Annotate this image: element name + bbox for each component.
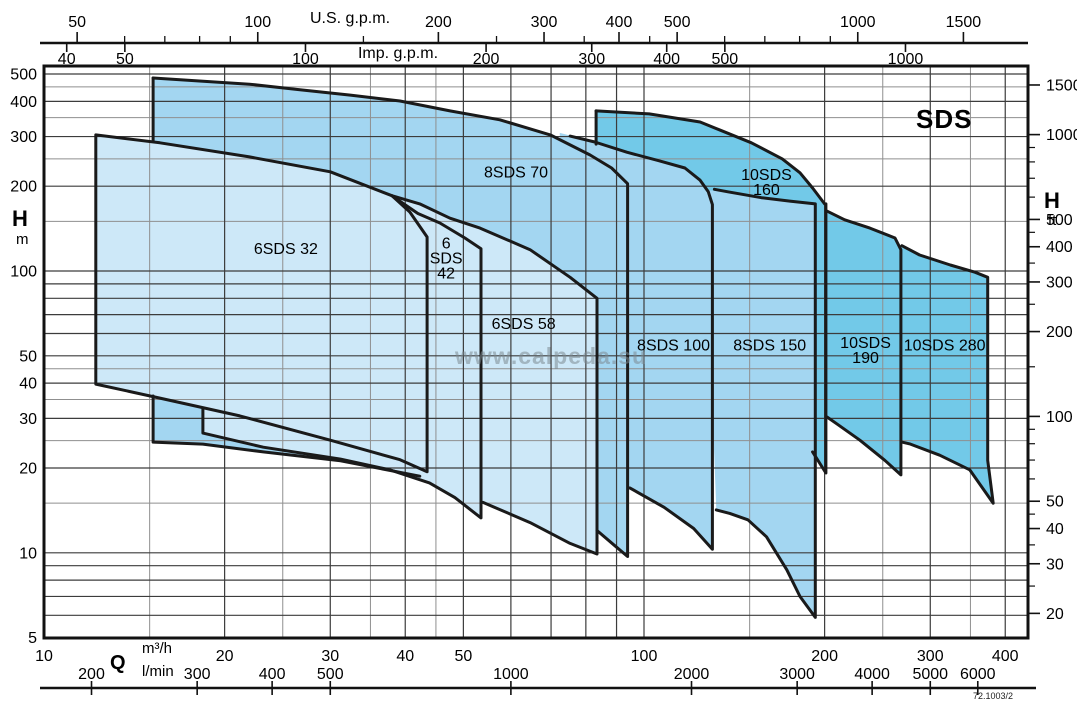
lmin-tick-3000: 3000 (779, 666, 815, 683)
drawing-code: 72.1003/2 (972, 691, 1013, 701)
region-labels: 10SDS 280 10SDS 190 10SDS 160 8SDS 150 8SDS 10… (254, 164, 986, 367)
left-m-tick-5: 5 (28, 630, 37, 647)
flow-axis-title: Q (110, 652, 126, 674)
right-ft-tick-30: 30 (1046, 556, 1064, 573)
left-m-tick-50: 50 (19, 348, 37, 365)
region-10sds190-fill (824, 209, 901, 475)
right-ft-tick-20: 20 (1046, 606, 1064, 623)
us-gpm-tick-100: 100 (244, 14, 271, 31)
imp-gpm-tick-400: 400 (653, 51, 680, 68)
left-m-tick-20: 20 (19, 460, 37, 477)
left-m-tick-400: 400 (10, 94, 37, 111)
axes: 50 100 200 300 400 500 1000 1500 40 50 100 200 300 40… (10, 14, 1077, 695)
lmin-tick-400: 400 (259, 666, 286, 683)
right-axis-title: H (1044, 188, 1060, 213)
left-m-tick-40: 40 (19, 376, 37, 393)
region-6sds42-label: 6 SDS 42 (430, 236, 463, 283)
left-axis-title: H (12, 206, 28, 231)
m3h-tick-50: 50 (454, 648, 472, 665)
lmin-tick-4000: 4000 (854, 666, 890, 683)
left-m-tick-200: 200 (10, 179, 37, 196)
region-8sds150-fill (704, 189, 816, 618)
us-gpm-tick-400: 400 (606, 14, 633, 31)
region-8sds70-label: 8SDS 70 (484, 164, 548, 181)
region-6sds42-outline-0 (201, 194, 483, 520)
imp-gpm-tick-40: 40 (58, 51, 76, 68)
region-6sds32-fill (95, 134, 428, 472)
lmin-tick-500: 500 (317, 666, 344, 683)
right-ft-tick-500: 500 (1046, 212, 1073, 229)
m3h-tick-100: 100 (631, 648, 658, 665)
region-10sds280-label: 10SDS 280 (904, 338, 986, 355)
left-m-tick-10: 10 (19, 545, 37, 562)
imp-gpm-tick-50: 50 (116, 51, 134, 68)
lmin-axis-title: l/min (142, 663, 174, 680)
region-fills (95, 78, 994, 618)
imp-gpm-tick-500: 500 (712, 51, 739, 68)
right-ft-tick-200: 200 (1046, 324, 1073, 341)
lmin-tick-2000: 2000 (674, 666, 710, 683)
us-gpm-tick-50: 50 (68, 14, 86, 31)
watermark: www.calpeda.su (455, 343, 648, 369)
region-10sds190-outline-0 (825, 209, 903, 477)
lmin-tick-200: 200 (78, 666, 105, 683)
region-6sds58-label: 6SDS 58 (492, 316, 556, 333)
left-m-tick-30: 30 (19, 411, 37, 428)
region-10sds160-outline-1 (594, 109, 828, 475)
lmin-tick-6000: 6000 (960, 666, 996, 683)
region-8sds70-outline-0 (151, 76, 630, 558)
imp-gpm-tick-1000: 1000 (888, 51, 924, 68)
left-axis-unit: m (16, 231, 29, 248)
m3h-tick-10: 10 (35, 648, 53, 665)
m3h-tick-300: 300 (917, 648, 944, 665)
left-m-tick-500: 500 (10, 67, 37, 84)
us-gpm-tick-1000: 1000 (840, 14, 876, 31)
right-ft-tick-50: 50 (1046, 494, 1064, 511)
region-6sds58-outline-0 (390, 194, 599, 556)
m3h-tick-30: 30 (321, 648, 339, 665)
region-6sds32-outline-0 (94, 133, 429, 474)
grid (44, 66, 1028, 638)
series-title: SDS (916, 104, 973, 134)
m3h-tick-40: 40 (396, 648, 414, 665)
left-m-tick-300: 300 (10, 129, 37, 146)
right-ft-tick-40: 40 (1046, 521, 1064, 538)
m3h-tick-200: 200 (811, 648, 838, 665)
right-ft-tick-1500: 1500 (1046, 77, 1077, 94)
region-10sds280-fill (898, 244, 994, 504)
imp-gpm-tick-200: 200 (473, 51, 500, 68)
left-m-tick-100: 100 (10, 264, 37, 281)
imp-gpm-tick-100: 100 (292, 51, 319, 68)
lmin-tick-300: 300 (184, 666, 211, 683)
lmin-tick-1000: 1000 (493, 666, 529, 683)
region-10sds160-label: 10SDS 160 (741, 167, 792, 199)
region-10sds190-label: 10SDS 190 (840, 335, 891, 367)
us-gpm-tick-300: 300 (531, 14, 558, 31)
right-ft-tick-400: 400 (1046, 239, 1073, 256)
region-8sds150-label: 8SDS 150 (733, 338, 806, 355)
us-gpm-tick-500: 500 (664, 14, 691, 31)
us-gpm-axis-title: U.S. g.p.m. (309, 10, 391, 27)
plot-frame (42, 64, 1030, 640)
imp-gpm-axis-title: Imp. g.p.m. (357, 45, 439, 62)
region-8sds100-label: 8SDS 100 (637, 338, 710, 355)
right-ft-tick-100: 100 (1046, 409, 1073, 426)
region-6sds32-label: 6SDS 32 (254, 241, 318, 258)
imp-gpm-tick-300: 300 (578, 51, 605, 68)
right-axis-unit: ft (1048, 212, 1057, 229)
us-gpm-tick-1500: 1500 (946, 14, 982, 31)
m3h-tick-20: 20 (216, 648, 234, 665)
right-ft-tick-300: 300 (1046, 274, 1073, 291)
m3h-tick-400: 400 (992, 648, 1019, 665)
lmin-tick-5000: 5000 (912, 666, 948, 683)
right-ft-tick-1000: 1000 (1046, 127, 1077, 144)
us-gpm-tick-200: 200 (425, 14, 452, 31)
region-outlines (94, 76, 995, 619)
m3h-axis-title: m³/h (142, 640, 172, 657)
region-10sds280-outline-0 (900, 244, 995, 505)
region-8sds100-outline-0 (568, 134, 714, 551)
region-8sds150-outline-0 (712, 187, 817, 619)
